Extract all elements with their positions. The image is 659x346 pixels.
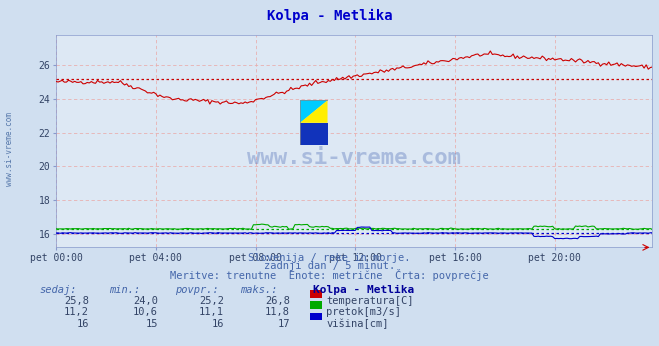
Text: Slovenija / reke in morje.: Slovenija / reke in morje. [248, 253, 411, 263]
Text: www.si-vreme.com: www.si-vreme.com [5, 112, 14, 186]
Text: 16: 16 [212, 319, 224, 329]
Text: 26,8: 26,8 [265, 296, 290, 306]
Text: 15: 15 [146, 319, 158, 329]
Text: 25,8: 25,8 [64, 296, 89, 306]
Text: temperatura[C]: temperatura[C] [326, 296, 414, 306]
Text: zadnji dan / 5 minut.: zadnji dan / 5 minut. [264, 261, 395, 271]
Text: 17: 17 [277, 319, 290, 329]
Text: 24,0: 24,0 [133, 296, 158, 306]
Polygon shape [300, 123, 328, 145]
Text: Kolpa - Metlika: Kolpa - Metlika [313, 285, 415, 295]
Polygon shape [300, 100, 328, 123]
Text: 25,2: 25,2 [199, 296, 224, 306]
Text: Kolpa - Metlika: Kolpa - Metlika [267, 9, 392, 23]
Text: maks.:: maks.: [241, 285, 278, 295]
Text: min.:: min.: [109, 285, 140, 295]
Text: sedaj:: sedaj: [40, 285, 77, 295]
Polygon shape [300, 100, 328, 123]
Text: 11,1: 11,1 [199, 307, 224, 317]
Text: 11,2: 11,2 [64, 307, 89, 317]
Text: Meritve: trenutne  Enote: metrične  Črta: povprečje: Meritve: trenutne Enote: metrične Črta: … [170, 269, 489, 281]
Text: 10,6: 10,6 [133, 307, 158, 317]
Text: povpr.:: povpr.: [175, 285, 218, 295]
Text: www.si-vreme.com: www.si-vreme.com [247, 148, 461, 168]
Text: pretok[m3/s]: pretok[m3/s] [326, 307, 401, 317]
Text: 11,8: 11,8 [265, 307, 290, 317]
Text: višina[cm]: višina[cm] [326, 319, 389, 329]
Text: 16: 16 [76, 319, 89, 329]
